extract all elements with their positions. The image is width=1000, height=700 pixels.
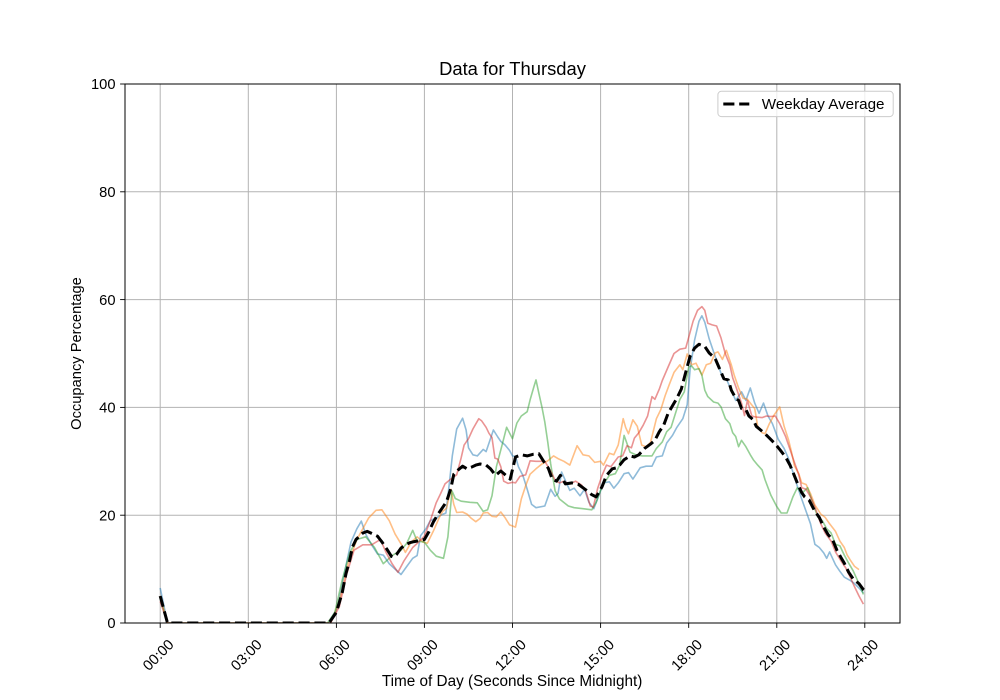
svg-text:Time of Day (Seconds Since Mid: Time of Day (Seconds Since Midnight): [382, 673, 642, 690]
svg-text:Occupancy Percentage: Occupancy Percentage: [69, 277, 85, 430]
svg-text:80: 80: [99, 185, 115, 201]
svg-text:40: 40: [99, 401, 115, 417]
svg-text:0: 0: [107, 616, 115, 632]
svg-text:60: 60: [99, 293, 115, 309]
svg-text:100: 100: [91, 77, 116, 93]
svg-text:Data for Thursday: Data for Thursday: [439, 58, 587, 79]
svg-text:Weekday Average: Weekday Average: [762, 96, 885, 113]
svg-text:20: 20: [99, 508, 115, 524]
